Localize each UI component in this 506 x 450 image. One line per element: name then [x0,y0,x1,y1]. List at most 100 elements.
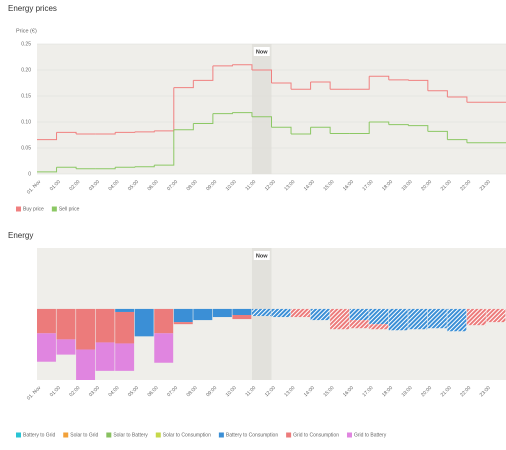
x-tick-label: 21:00 [440,179,453,192]
x-tick-label: 05:00 [127,385,140,398]
price-step [134,165,155,168]
x-tick-label: 01. Nov [26,385,43,402]
x-tick-label: 22:00 [459,385,472,398]
x-tick-label: 03:00 [88,179,101,192]
chart-title: Energy prices [8,4,57,13]
x-tick-label: 12:00 [264,385,277,398]
x-tick-label: 02:00 [68,179,81,192]
x-tick-label: 08:00 [186,179,199,192]
y-axis-label: Price (€) [16,28,37,34]
legend-label: Buy price [23,206,44,212]
price-step [37,167,58,173]
energy-bar [212,308,232,318]
x-tick-label: 23:00 [479,385,492,398]
x-tick-label: 13:00 [283,385,296,398]
legend-label: Solar to Consumption [163,432,211,438]
energy-bar [134,308,154,337]
price-step [95,132,116,135]
legend-label: Grid to Consumption [293,432,339,438]
price-step [291,81,312,90]
y-tick-label: 0.05 [21,145,31,151]
energy-bar [271,308,291,318]
x-tick-label: 06:00 [147,179,160,192]
energy-bar [115,308,135,312]
x-tick-label: 17:00 [361,385,374,398]
x-tick-label: 05:00 [127,179,140,192]
energy-bar [232,308,252,316]
x-tick-label: 07:00 [166,385,179,398]
energy-bar [349,320,369,329]
x-tick-label: 01. Nov [26,179,43,196]
price-step [193,65,214,81]
energy-bar [95,308,115,343]
x-tick-label: 15:00 [322,179,335,192]
price-step [173,80,194,89]
energy-bar [56,339,76,355]
price-step [154,129,175,166]
energy-bar [447,308,467,332]
price-step [271,82,292,90]
x-tick-label: 23:00 [479,179,492,192]
energy-bar [173,308,193,323]
x-tick-label: 12:00 [264,179,277,192]
legend-swatch [63,432,69,438]
energy-bar [115,343,135,371]
x-tick-label: 21:00 [440,385,453,398]
x-tick-label: 17:00 [361,179,374,192]
legend-label: Sell price [59,206,80,212]
price-step [232,112,253,117]
legend-label: Solar to Battery [113,432,148,438]
legend-label: Solar to Grid [70,432,98,438]
legend-swatch [346,432,352,438]
price-step [37,132,58,141]
y-tick-label: 0.10 [21,119,31,125]
now-label-box [253,47,270,56]
legend-swatch [155,432,161,438]
energy-bar [37,333,56,362]
x-tick-label: 18:00 [381,385,394,398]
x-tick-label: 04:00 [107,385,120,398]
now-label: Now [256,49,268,55]
price-step [427,90,448,98]
energy-bar [115,311,135,344]
energy-bar [310,308,330,321]
legend-label: Grid to Battery [354,432,387,438]
x-tick-label: 19:00 [401,179,414,192]
x-tick-label: 02:00 [68,385,81,398]
energy-bar [173,322,193,325]
energy-bar [76,349,96,380]
price-step [447,139,468,143]
legend-label: Battery to Consumption [226,432,278,438]
energy-bar [466,308,486,326]
y-tick-label: 0.20 [21,67,31,73]
x-tick-label: 15:00 [322,385,335,398]
energy-bar [37,308,56,334]
energy-bar [427,308,447,329]
x-tick-label: 22:00 [459,179,472,192]
energy-bar [369,324,389,330]
price-step [193,113,214,125]
x-tick-label: 10:00 [225,385,238,398]
price-step [271,126,292,134]
x-tick-label: 11:00 [244,385,257,398]
legend-swatch [286,432,292,438]
energy-bar [95,342,115,371]
legend-swatch [106,432,112,438]
price-step [427,130,448,140]
x-tick-label: 18:00 [381,179,394,192]
x-tick-label: 03:00 [88,385,101,398]
x-tick-label: 11:00 [244,179,257,192]
legend-swatch [16,432,21,438]
price-step [408,125,429,132]
x-tick-label: 14:00 [303,179,316,192]
x-tick-label: 09:00 [205,385,218,398]
price-step [349,122,370,134]
now-label-box [253,251,270,260]
legend-swatch [218,432,224,438]
energy-bar [232,315,252,320]
y-tick-label: 0 [28,171,31,177]
energy-bar [154,308,174,334]
y-tick-label: 0.25 [21,41,31,47]
price-step [310,81,331,90]
